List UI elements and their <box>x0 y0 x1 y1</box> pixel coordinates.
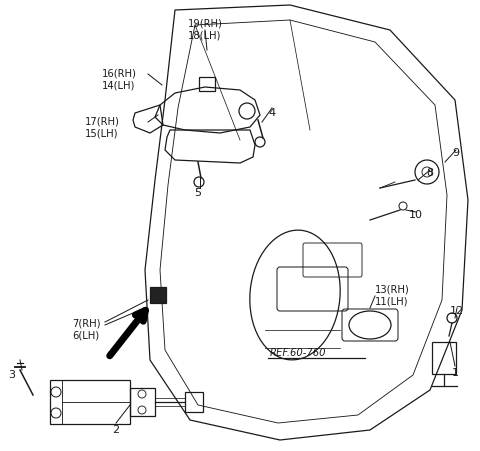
Text: 18(LH): 18(LH) <box>188 30 222 40</box>
Text: 10: 10 <box>409 210 423 220</box>
Text: 1: 1 <box>452 368 458 378</box>
Text: 11(LH): 11(LH) <box>375 297 408 307</box>
Text: 13(RH): 13(RH) <box>375 285 410 295</box>
Text: 19(RH): 19(RH) <box>188 18 222 28</box>
Text: 16(RH): 16(RH) <box>102 68 137 78</box>
Text: 14(LH): 14(LH) <box>102 80 135 90</box>
Text: 4: 4 <box>268 108 276 118</box>
Text: 2: 2 <box>112 425 120 435</box>
Text: REF.60-760: REF.60-760 <box>270 348 326 358</box>
Text: 9: 9 <box>453 148 459 158</box>
FancyBboxPatch shape <box>150 287 166 303</box>
Text: 5: 5 <box>194 188 202 198</box>
Text: 8: 8 <box>426 168 433 178</box>
Text: 6(LH): 6(LH) <box>72 330 99 340</box>
Text: 12: 12 <box>450 306 464 316</box>
Text: 3: 3 <box>9 370 15 380</box>
Text: 15(LH): 15(LH) <box>85 128 119 138</box>
Text: 17(RH): 17(RH) <box>85 116 120 126</box>
Text: 7(RH): 7(RH) <box>72 318 100 328</box>
